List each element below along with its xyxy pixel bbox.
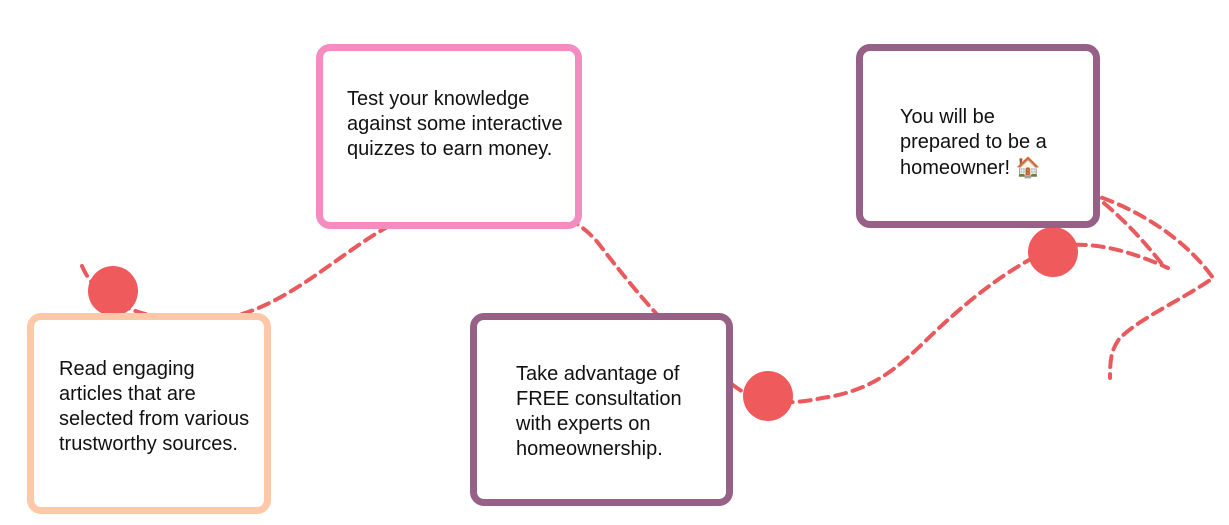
step-text-homeowner: You will be prepared to be a homeowner! bbox=[900, 106, 1047, 179]
step-marker-4 bbox=[1028, 227, 1078, 277]
step-text-quizzes: Test your knowledge against some interac… bbox=[347, 88, 563, 160]
step-text-homeowner-wrap: You will be prepared to be a homeowner! … bbox=[900, 105, 1080, 181]
step-card-quizzes: Test your knowledge against some interac… bbox=[316, 44, 582, 229]
step-card-consultation: Take advantage of FREE consultation with… bbox=[470, 313, 733, 506]
step-text-consultation: Take advantage of FREE consultation with… bbox=[516, 363, 682, 460]
step-marker-3 bbox=[743, 371, 793, 421]
step-text-articles: Read engaging articles that are selected… bbox=[59, 358, 250, 455]
house-icon: 🏠 bbox=[1015, 155, 1041, 179]
step-marker-1 bbox=[88, 266, 138, 316]
step-card-articles: Read engaging articles that are selected… bbox=[27, 313, 271, 514]
path-segment-arrow-lower bbox=[1083, 190, 1216, 380]
step-card-homeowner: You will be prepared to be a homeowner! … bbox=[856, 44, 1100, 228]
path-segment-main bbox=[80, 194, 1170, 405]
